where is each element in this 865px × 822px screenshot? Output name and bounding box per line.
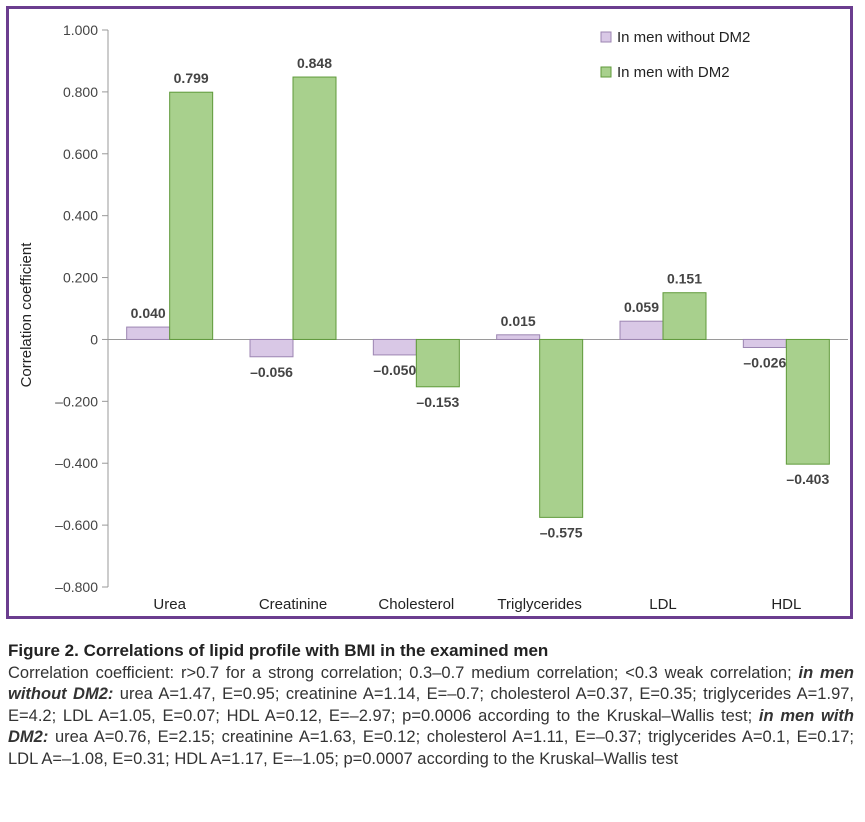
bar [662, 292, 707, 340]
bar [415, 338, 460, 388]
bar [169, 91, 214, 340]
data-label: –0.575 [540, 524, 583, 540]
category-label: LDL [649, 596, 677, 613]
y-axis: 1.000 0.800 0.600 0.400 0.200 0 –0.200 –0.400 –0… [55, 22, 848, 595]
caption-group2-label: in men with DM2: [8, 706, 854, 747]
bar [249, 338, 294, 358]
y-tick-label: 0.200 [63, 270, 98, 286]
category-label: Cholesterol [378, 596, 454, 613]
data-label: –0.403 [786, 471, 829, 487]
caption-intro: Correlation coefficient: r>0.7 for a str… [8, 663, 799, 682]
data-label: 0.015 [501, 313, 536, 329]
caption-body: Correlation coefficient: r>0.7 for a str… [8, 663, 854, 771]
y-tick-label: 0.800 [63, 84, 98, 100]
data-labels: 0.040 0.799 –0.056 0.848 –0.050–0.153 0.015 –0… [131, 55, 830, 540]
data-label: –0.050 [373, 362, 416, 378]
data-label: –0.026 [743, 354, 786, 370]
legend-swatch [600, 66, 612, 78]
data-label: 0.848 [297, 55, 332, 71]
legend-swatch [600, 31, 612, 43]
y-tick-label: 0 [90, 331, 98, 347]
y-tick-label: –0.800 [55, 579, 98, 595]
data-label: –0.056 [250, 364, 293, 380]
legend: In men without DM2 In men with DM2 [600, 29, 750, 81]
category-label: HDL [771, 596, 801, 613]
bar [126, 326, 171, 340]
bar [292, 76, 337, 340]
bars [126, 76, 830, 518]
caption-group2-text: urea A=0.76, E=2.15; creatinine A=1.63, … [8, 728, 854, 768]
y-tick-label: –0.200 [55, 393, 98, 409]
caption-title: Figure 2. Correlations of lipid profile … [8, 641, 549, 660]
caption-group1-text: urea A=1.47, E=0.95; creatinine A=1.14, … [8, 685, 855, 725]
y-tick-label: –0.400 [55, 455, 98, 471]
y-tick-label: 1.000 [63, 22, 98, 38]
data-label: 0.799 [174, 70, 209, 86]
bar [372, 338, 417, 356]
figure-caption: Figure 2. Correlations of lipid profile … [8, 640, 854, 770]
bar [742, 338, 787, 348]
y-tick-label: 0.600 [63, 146, 98, 162]
category-label: Triglycerides [497, 596, 581, 613]
bar [539, 338, 584, 518]
legend-label: In men with DM2 [617, 64, 730, 81]
category-label: Creatinine [259, 596, 327, 613]
data-label: 0.059 [624, 299, 659, 315]
category-label: Urea [153, 596, 186, 613]
bar [785, 338, 830, 465]
data-label: –0.153 [416, 394, 459, 410]
chart-frame: 1.000 0.800 0.600 0.400 0.200 0 –0.200 –0.400 –0… [6, 6, 853, 619]
legend-label: In men without DM2 [617, 29, 750, 46]
bar [496, 334, 541, 340]
y-tick-label: –0.600 [55, 517, 98, 533]
caption-group1-label: in men without DM2: [8, 663, 854, 704]
y-axis-title: Correlation coefficient [18, 242, 35, 388]
data-label: 0.040 [131, 305, 166, 321]
category-labels: Urea Creatinine Cholesterol Triglycerides LD… [153, 596, 801, 613]
data-label: 0.151 [667, 271, 702, 287]
bar-chart: 1.000 0.800 0.600 0.400 0.200 0 –0.200 –0.400 –0… [18, 22, 848, 613]
y-tick-label: 0.400 [63, 208, 98, 224]
bar [619, 320, 664, 340]
